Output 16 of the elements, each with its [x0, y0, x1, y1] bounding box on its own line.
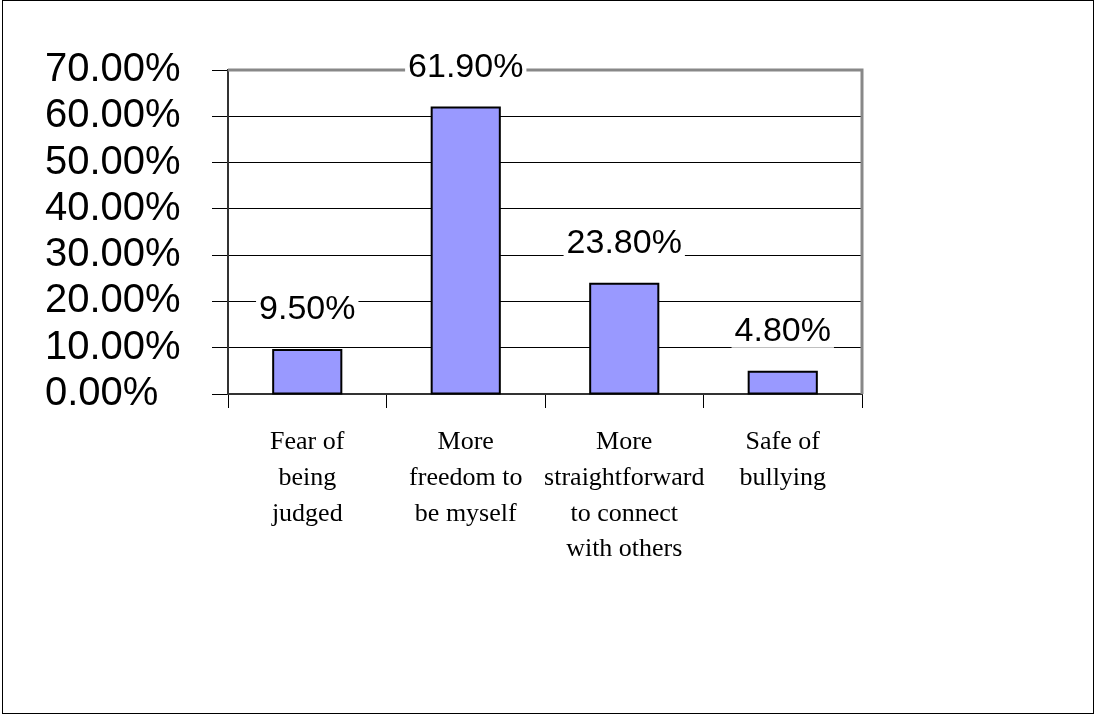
y-tick-label: 40.00% — [45, 183, 181, 228]
y-tick-label: 30.00% — [45, 230, 181, 275]
y-tick-label: 20.00% — [45, 276, 181, 321]
y-tick-label: 0.00% — [45, 369, 159, 414]
data-label: 9.50% — [259, 288, 356, 327]
data-label: 4.80% — [734, 310, 831, 349]
data-label: 61.90% — [408, 45, 524, 84]
x-tick-label: Safe of bullying — [739, 425, 827, 491]
x-tick-label: More straightforward to connect with others — [544, 425, 705, 563]
data-label: 23.80% — [566, 222, 682, 261]
y-tick-label: 50.00% — [45, 137, 181, 182]
y-tick-label: 70.00% — [45, 45, 181, 90]
x-tick-label: More freedom to be myself — [409, 425, 523, 527]
y-tick-label: 10.00% — [45, 322, 181, 367]
x-tick-label: Fear of being judged — [270, 425, 345, 527]
y-tick-label: 60.00% — [45, 91, 181, 136]
